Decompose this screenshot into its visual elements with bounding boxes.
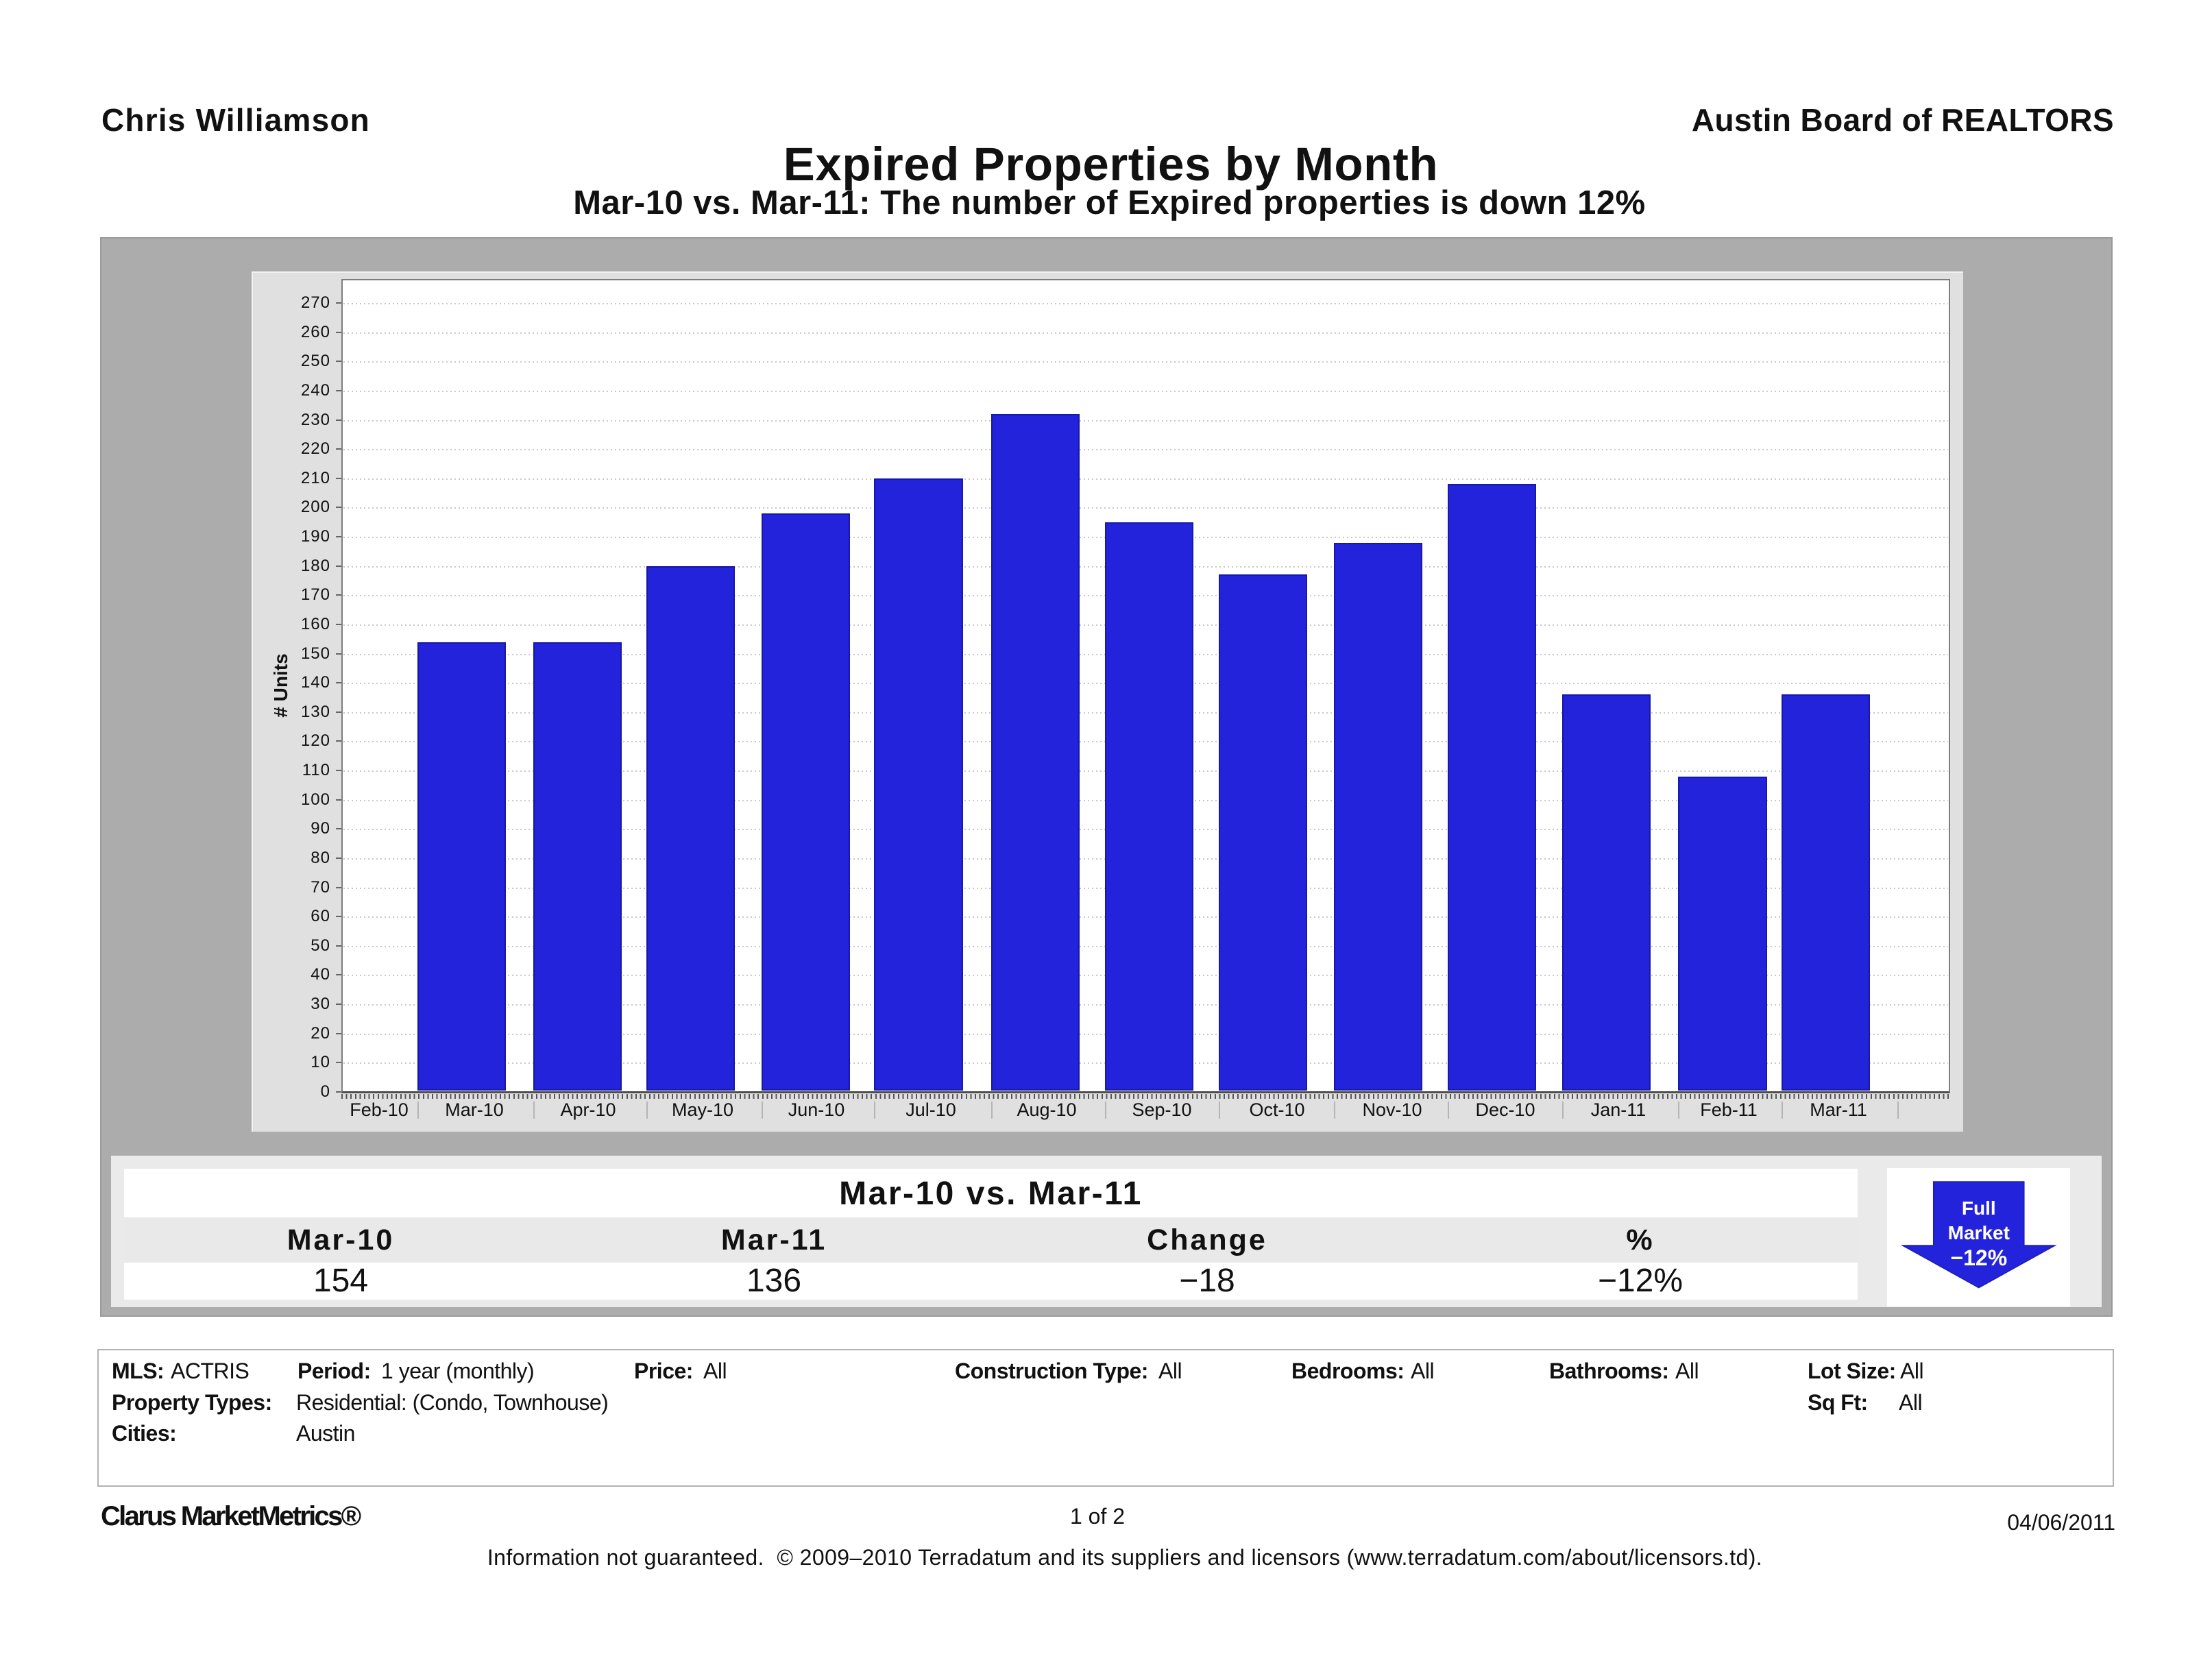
svg-text:−12%: −12% [1950, 1245, 2007, 1270]
svg-text:Full: Full [1962, 1197, 1996, 1219]
svg-text:Market: Market [1948, 1222, 2010, 1243]
